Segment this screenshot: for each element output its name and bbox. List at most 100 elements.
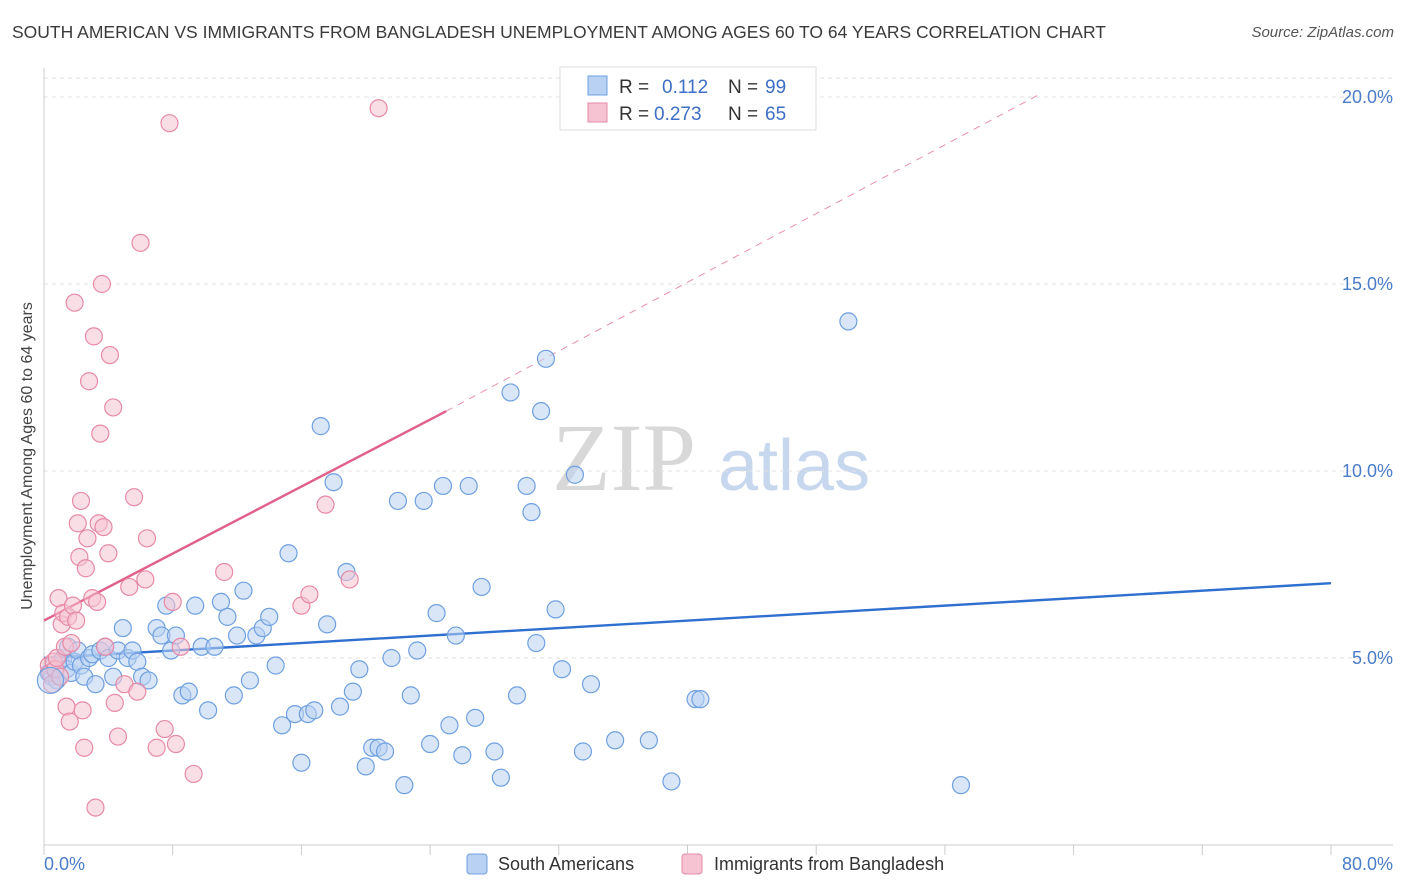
trend-line-south-americans — [43, 582, 1332, 660]
point-south-american-100 — [951, 776, 971, 795]
point-bangladesh-29 — [87, 592, 107, 612]
point-south-american-53 — [305, 701, 324, 720]
point-south-american-34 — [186, 596, 205, 615]
point-south-american-60 — [350, 660, 369, 679]
point-south-american-65 — [382, 648, 401, 668]
point-south-american-38 — [211, 592, 231, 612]
chart-title: SOUTH AMERICAN VS IMMIGRANTS FROM BANGLA… — [12, 22, 1106, 42]
y-tick-label-2: 15.0% — [1342, 274, 1393, 294]
point-south-american-77 — [459, 476, 478, 496]
point-south-american-42 — [234, 581, 253, 600]
point-south-american-21 — [113, 618, 132, 638]
point-south-american-87 — [532, 402, 551, 421]
point-south-american-15 — [86, 675, 105, 694]
legend-r-value-0: 0.112 — [662, 77, 708, 98]
point-bangladesh-24 — [78, 529, 97, 548]
point-south-american-91 — [565, 465, 584, 484]
point-bangladesh-49 — [160, 114, 179, 133]
point-south-american-76 — [453, 746, 472, 765]
point-south-american-41 — [227, 626, 247, 645]
point-south-american-93 — [581, 675, 601, 694]
point-bangladesh-43 — [128, 682, 147, 701]
point-south-american-95 — [639, 731, 658, 750]
legend-n-label-0: N = — [728, 77, 758, 98]
y-tick-label-1: 10.0% — [1342, 461, 1393, 481]
point-bangladesh-27 — [84, 327, 103, 346]
legend-swatch-south-americans — [587, 75, 608, 96]
point-bangladesh-34 — [96, 637, 115, 656]
chart-source: Source: ZipAtlas.com — [1251, 24, 1394, 41]
point-bangladesh-45 — [136, 570, 155, 589]
point-south-american-69 — [408, 641, 427, 660]
point-bangladesh-14 — [62, 633, 81, 653]
point-south-american-49 — [279, 544, 298, 563]
point-bangladesh-21 — [73, 701, 92, 720]
point-south-american-55 — [318, 615, 337, 634]
x-tick-min: 0.0% — [44, 854, 85, 874]
legend-n-value-1: 65 — [765, 104, 786, 125]
point-south-american-86 — [527, 633, 546, 653]
y-tick-label-0: 5.0% — [1352, 648, 1393, 668]
point-south-american-43 — [240, 671, 260, 690]
axes — [43, 68, 1393, 855]
watermark-atlas: atlas — [718, 426, 870, 506]
point-bangladesh-33 — [94, 517, 113, 537]
point-bangladesh-59 — [369, 99, 388, 118]
point-south-american-70 — [414, 491, 433, 511]
point-bangladesh-16 — [65, 293, 84, 312]
point-bangladesh-47 — [147, 738, 166, 757]
point-bangladesh-36 — [100, 345, 120, 365]
legend-swatch-bangladesh — [587, 102, 608, 123]
point-bangladesh-52 — [171, 637, 190, 656]
point-bangladesh-22 — [75, 738, 94, 757]
watermark: ZIP atlas — [552, 404, 870, 511]
point-bangladesh-17 — [67, 611, 86, 630]
point-south-american-98 — [691, 690, 710, 709]
point-south-american-99 — [839, 312, 858, 331]
x-tick-max: 80.0% — [1342, 854, 1393, 874]
bottom-legend: South Americans Immigrants from Banglade… — [466, 853, 944, 875]
point-bangladesh-18 — [68, 514, 87, 533]
point-south-american-92 — [573, 742, 593, 761]
point-south-american-33 — [179, 682, 198, 701]
point-south-american-40 — [224, 686, 243, 705]
point-south-american-37 — [205, 637, 224, 656]
y-tick-label-3: 20.0% — [1342, 87, 1393, 107]
point-bangladesh-39 — [108, 727, 128, 746]
legend-r-value-1: 0.273 — [654, 104, 702, 125]
point-south-american-54 — [311, 417, 330, 436]
point-bangladesh-31 — [91, 424, 110, 443]
point-south-american-67 — [395, 776, 414, 795]
point-south-american-89 — [546, 600, 565, 619]
point-bangladesh-25 — [79, 372, 99, 391]
point-south-american-74 — [440, 716, 459, 735]
trend-lines — [43, 92, 1332, 660]
point-south-american-57 — [330, 697, 350, 716]
bottom-legend-swatch-bangladesh — [681, 853, 703, 875]
point-south-american-90 — [552, 660, 572, 679]
point-south-american-72 — [427, 604, 446, 623]
point-bangladesh-44 — [131, 233, 150, 252]
point-bangladesh-28 — [86, 798, 105, 817]
point-bangladesh-48 — [155, 719, 174, 739]
point-south-american-68 — [401, 686, 420, 705]
point-south-american-47 — [266, 656, 285, 675]
point-bangladesh-38 — [105, 693, 124, 712]
legend-r-label-0: R = — [619, 77, 649, 98]
point-south-american-83 — [507, 686, 527, 705]
point-bangladesh-56 — [300, 585, 319, 604]
point-bangladesh-37 — [104, 398, 123, 417]
point-south-american-46 — [260, 607, 279, 626]
gridlines — [44, 77, 1393, 659]
bottom-legend-swatch-south-americans — [466, 853, 488, 875]
point-cluster-origin — [36, 666, 65, 695]
point-bangladesh-46 — [137, 529, 157, 548]
point-south-american-81 — [491, 768, 510, 787]
point-south-american-51 — [292, 753, 311, 772]
point-south-american-88 — [536, 349, 556, 368]
point-south-american-78 — [466, 708, 485, 727]
point-south-american-73 — [433, 476, 453, 496]
point-bangladesh-54 — [215, 562, 234, 582]
point-south-american-80 — [485, 742, 504, 761]
